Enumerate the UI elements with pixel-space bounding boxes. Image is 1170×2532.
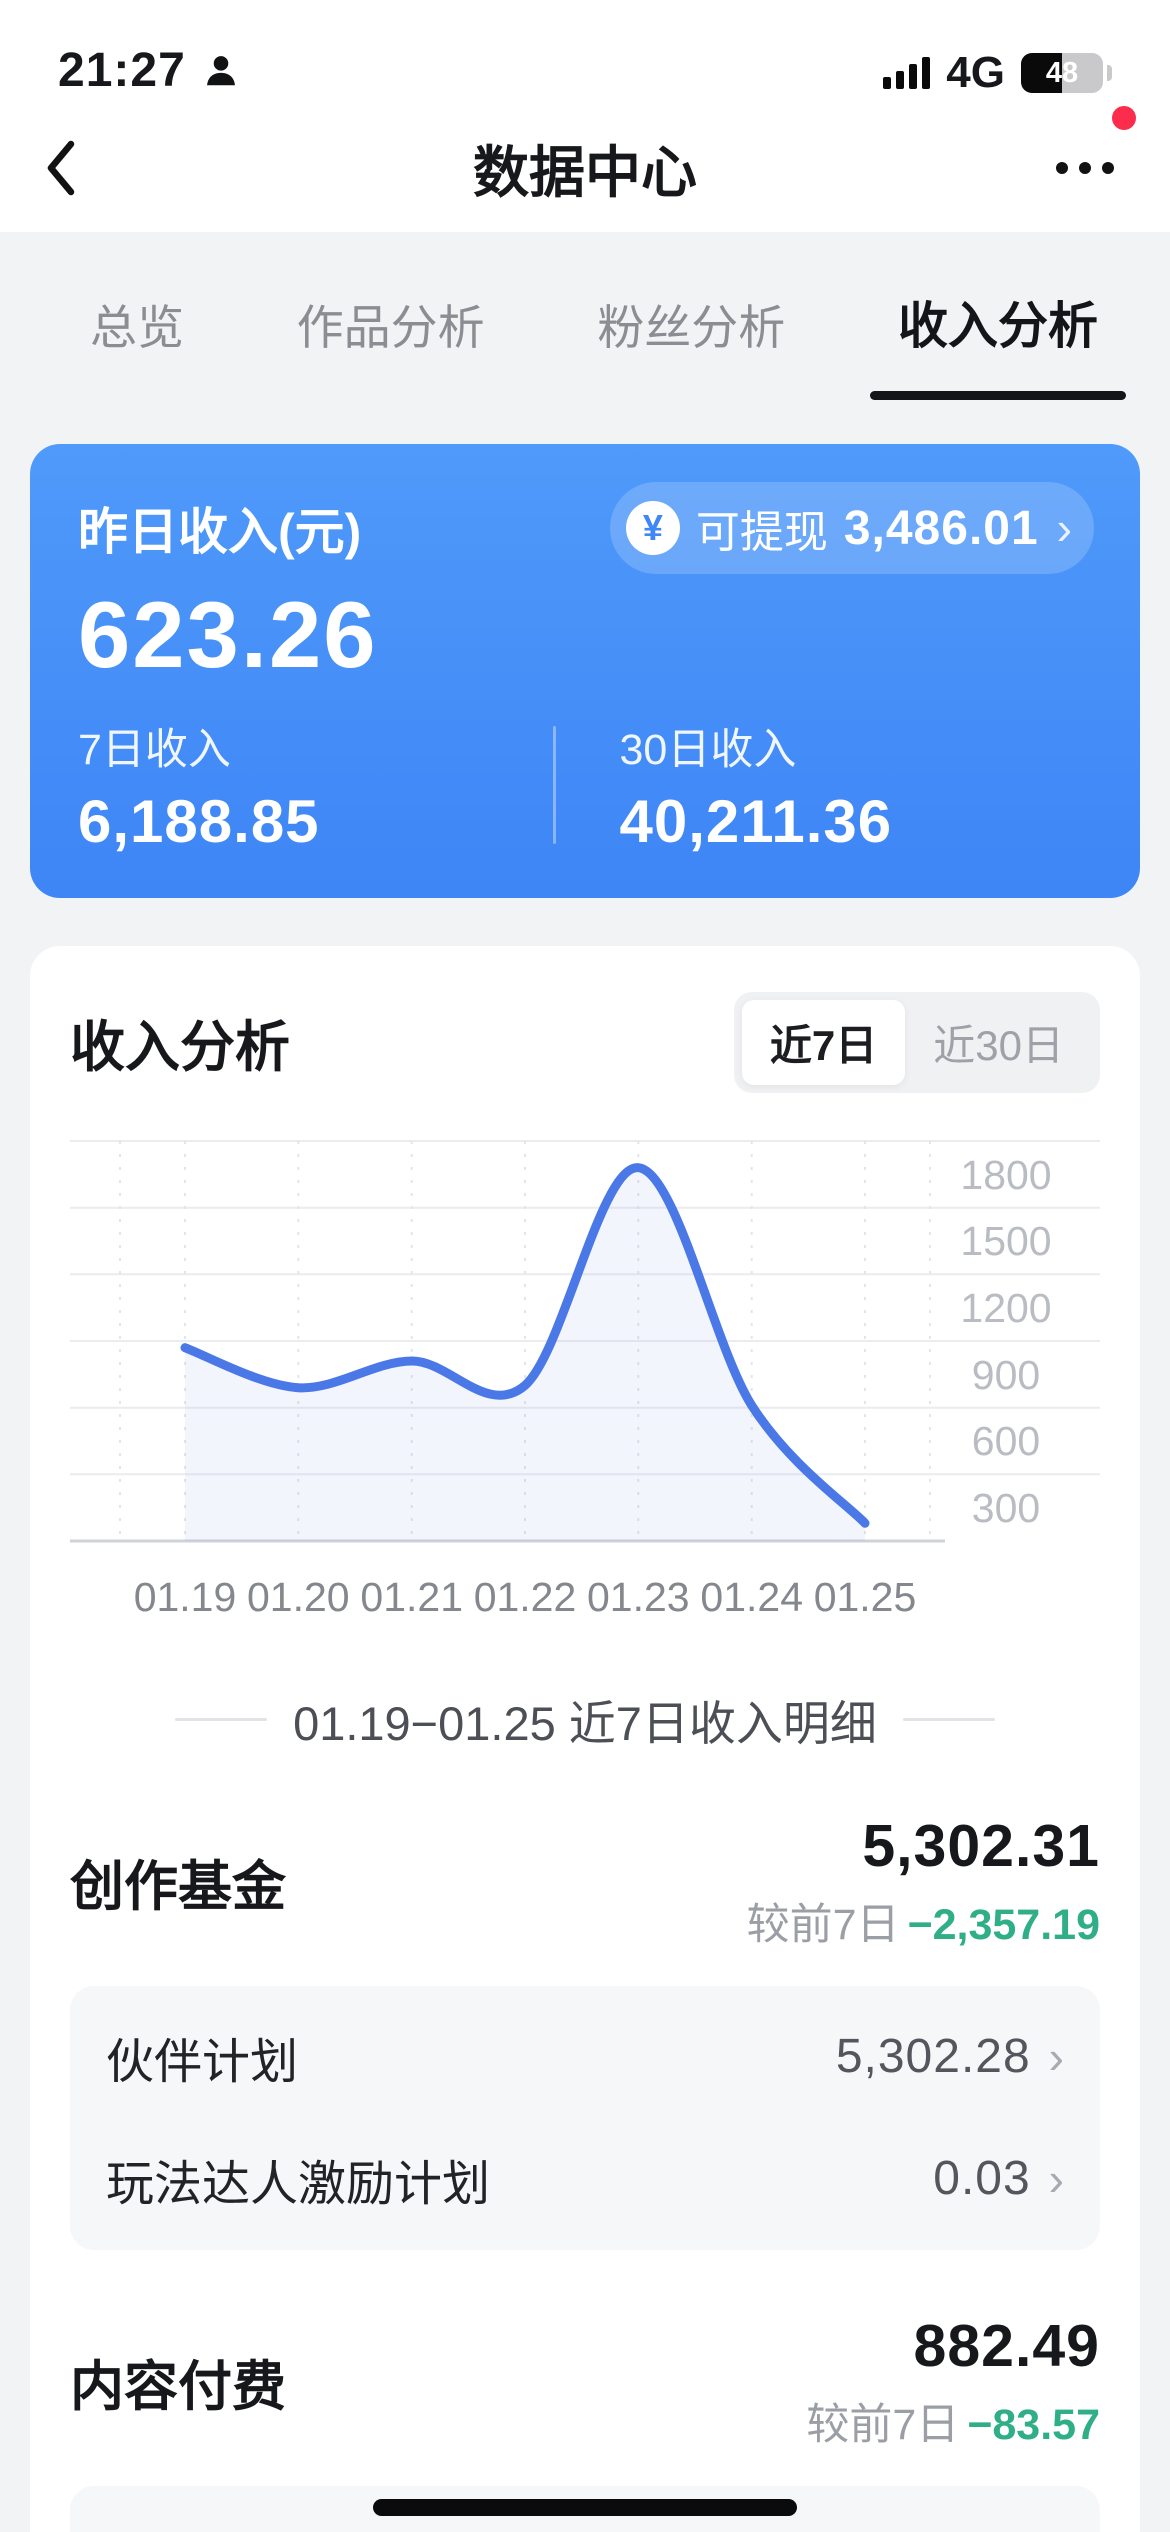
more-menu-button[interactable] [1056,152,1114,184]
compare-delta: −2,357.19 [907,1900,1101,1949]
month-income-block: 30日收入 40,211.36 [620,715,1095,856]
income-summary-card: 昨日收入(元) ¥ 可提现 3,486.01 › 623.26 7日收入 6,1… [30,444,1140,898]
row-label: 伙伴计划 [106,2035,299,2089]
y-tick-label: 900 [972,1352,1040,1398]
more-dots-icon [1056,162,1068,174]
section-total: 882.49 [913,2312,1100,2379]
line-chart-svg: 1800 1500 1200 900 600 300 01.19 01.20 0… [70,1139,1100,1620]
tab-bar: 总览 作品分析 粉丝分析 收入分析 [0,232,1170,400]
month-income-value: 40,211.36 [619,787,893,855]
month-income-label: 30日收入 [619,725,797,774]
chevron-right-icon: › [1056,502,1072,554]
row-value: 5,302.28 [835,2030,1031,2084]
section-compare: 较前7日 −83.57 [806,2390,1100,2452]
chevron-right-icon: › [1048,2030,1064,2083]
y-tick-label: 1800 [960,1152,1051,1198]
battery-percent: 48 [1045,56,1079,89]
x-tick-label: 01.19 [134,1574,237,1620]
back-button[interactable] [44,133,104,203]
status-bar: 21:27 4G 48 [0,0,1170,104]
withdraw-label: 可提现 [695,508,828,557]
divider-line [175,1717,268,1721]
yesterday-income-label: 昨日收入(元) [78,504,362,560]
nav-bar: 数据中心 [0,104,1170,232]
section-total: 5,302.31 [862,1812,1100,1879]
y-tick-label: 600 [972,1418,1040,1464]
range-30d-button[interactable]: 近30日 [933,1021,1064,1069]
signal-strength-icon [883,57,931,89]
range-7d-button[interactable]: 近7日 [741,999,906,1085]
section-name: 创作基金 [70,1857,286,1918]
list-item-collection-upgrade[interactable]: 合集升级计划 564.06 › [106,2496,1064,2532]
battery-nub [1107,65,1112,81]
divider-line [902,1717,995,1721]
x-tick-label: 01.23 [587,1574,690,1620]
top-bar-area: 21:27 4G 48 数据中心 [0,0,1170,232]
section-compare: 较前7日 −2,357.19 [747,1890,1100,1952]
week-income-label: 7日收入 [78,725,231,774]
person-icon [202,52,240,90]
back-chevron-icon [47,140,75,196]
active-tab-underline [869,391,1126,400]
yesterday-income-value: 623.26 [78,582,378,687]
notification-dot [1112,106,1136,130]
tab-overview[interactable]: 总览 [90,301,184,354]
x-tick-label: 01.24 [700,1574,803,1620]
compare-label: 较前7日 [806,2400,960,2449]
withdraw-amount: 3,486.01 [843,501,1039,555]
battery-icon: 48 [1021,53,1103,93]
series-line [180,1162,870,1528]
tab-fans-analysis[interactable]: 粉丝分析 [597,301,786,354]
clock: 21:27 [58,44,186,97]
row-value: 0.03 [933,2152,1031,2206]
x-tick-label: 01.22 [474,1574,577,1620]
row-label: 玩法达人激励计划 [106,2157,491,2211]
series-area [185,1167,865,1541]
y-tick-label: 1500 [960,1218,1051,1264]
compare-delta: −83.57 [967,2400,1100,2449]
tab-income-analysis[interactable]: 收入分析 [869,286,1126,400]
x-tick-label: 01.20 [247,1574,350,1620]
section-name: 内容付费 [70,2357,286,2418]
section-paid-content: 内容付费 882.49 较前7日 −83.57 [70,2312,1100,2452]
section-creation-fund: 创作基金 5,302.31 较前7日 −2,357.19 [70,1812,1100,1952]
detail-divider-label: 01.19−01.25 近7日收入明细 [293,1696,877,1750]
network-type: 4G [946,48,1005,97]
row-label: 合集升级计划 [106,2522,394,2532]
list-item-partner-plan[interactable]: 伙伴计划 5,302.28 › [106,1996,1064,2118]
tab-content-analysis[interactable]: 作品分析 [296,301,485,354]
compare-label: 较前7日 [746,1900,900,1949]
vertical-divider [552,726,556,845]
sub-card-creation-fund: 伙伴计划 5,302.28 › 玩法达人激励计划 0.03 › [70,1985,1100,2250]
row-value: 564.06 [878,2529,1031,2532]
y-tick-label: 1200 [960,1285,1051,1331]
x-tick-label: 01.25 [814,1574,917,1620]
list-item-gameplay-incentive[interactable]: 玩法达人激励计划 0.03 › [106,2118,1064,2240]
y-tick-label: 300 [972,1485,1040,1531]
yuan-icon: ¥ [625,501,680,555]
range-toggle: 近7日 近30日 [733,991,1100,1093]
analysis-title: 收入分析 [70,1016,291,1079]
detail-divider: 01.19−01.25 近7日收入明细 [70,1685,1100,1754]
chevron-right-icon: › [1048,2152,1064,2205]
home-indicator[interactable] [373,2499,797,2516]
income-line-chart: 1800 1500 1200 900 600 300 01.19 01.20 0… [70,1121,1100,1641]
withdraw-button[interactable]: ¥ 可提现 3,486.01 › [609,482,1094,574]
income-analysis-card: 收入分析 近7日 近30日 [30,945,1140,2532]
week-income-block: 7日收入 6,188.85 [78,715,553,856]
x-tick-label: 01.21 [360,1574,463,1620]
page-title: 数据中心 [473,140,697,204]
week-income-value: 6,188.85 [78,787,320,855]
